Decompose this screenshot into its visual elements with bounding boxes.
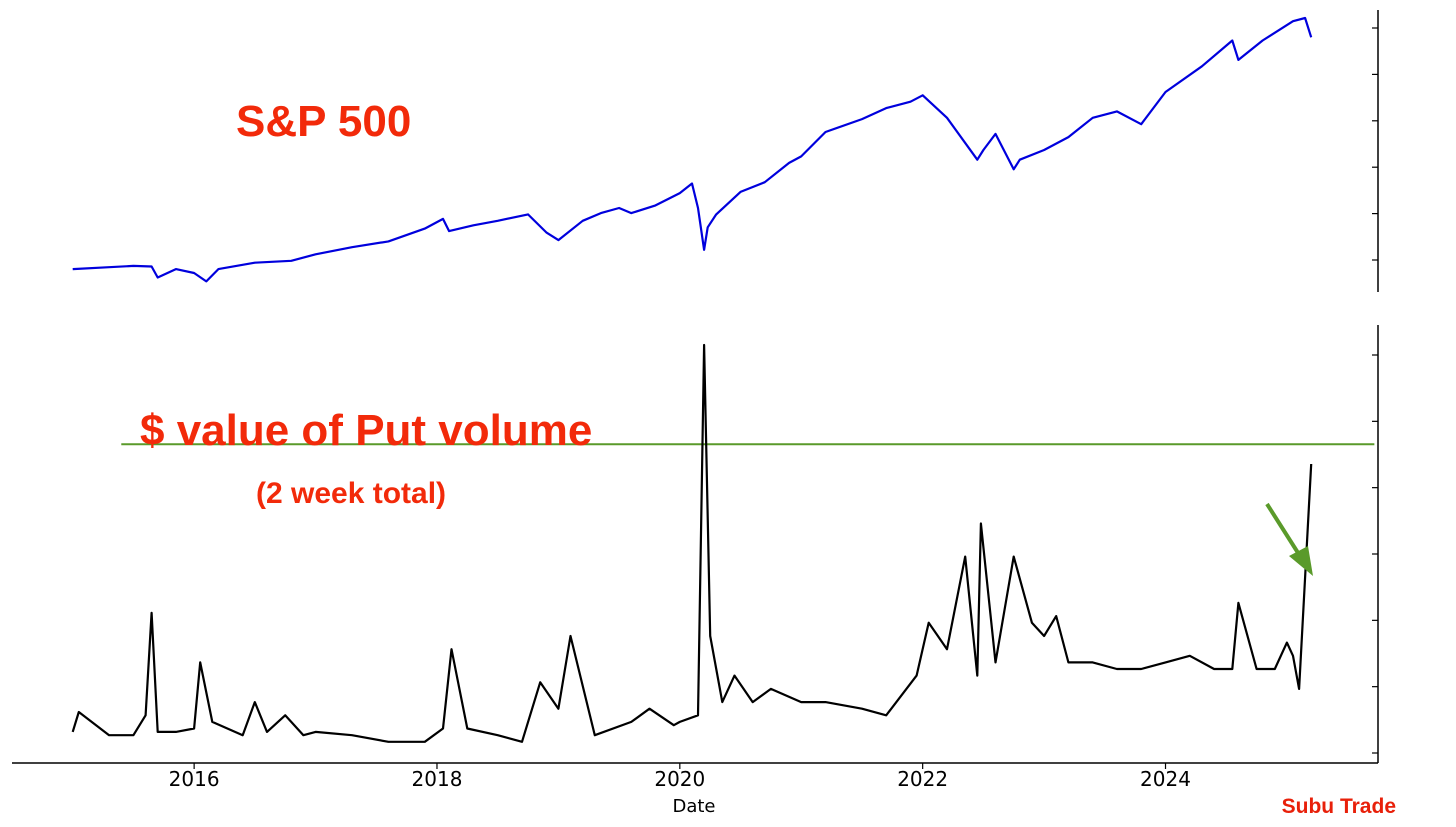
arrow-shaft	[1265, 502, 1302, 558]
arrow-head	[1289, 546, 1313, 576]
green-arrow	[1265, 502, 1313, 576]
sp500-y-ticks	[1372, 27, 1378, 261]
sp500-title: S&P 500	[236, 97, 411, 146]
sp500-panel: S&P 500	[72, 10, 1379, 292]
x-axis-title: Date	[672, 796, 715, 817]
x-tick-label: 2018	[412, 767, 463, 791]
put-x-ticks: 2016 2018 2020 2022 2024	[169, 763, 1191, 791]
put-volume-subtitle: (2 week total)	[256, 477, 446, 510]
put-y-ticks	[1372, 354, 1378, 754]
x-tick-label: 2022	[897, 767, 948, 791]
brand-watermark: Subu Trade	[1282, 795, 1396, 818]
x-tick-label: 2024	[1140, 767, 1191, 791]
x-tick-label: 2016	[169, 767, 220, 791]
sp500-series-line	[72, 16, 1313, 283]
put-volume-title: $ value of Put volume	[140, 406, 592, 455]
put-volume-series-line	[71, 343, 1313, 743]
put-volume-panel: 2016 2018 2020 2022 2024 $ value of Put volu…	[12, 325, 1379, 817]
x-tick-label: 2020	[654, 767, 705, 791]
